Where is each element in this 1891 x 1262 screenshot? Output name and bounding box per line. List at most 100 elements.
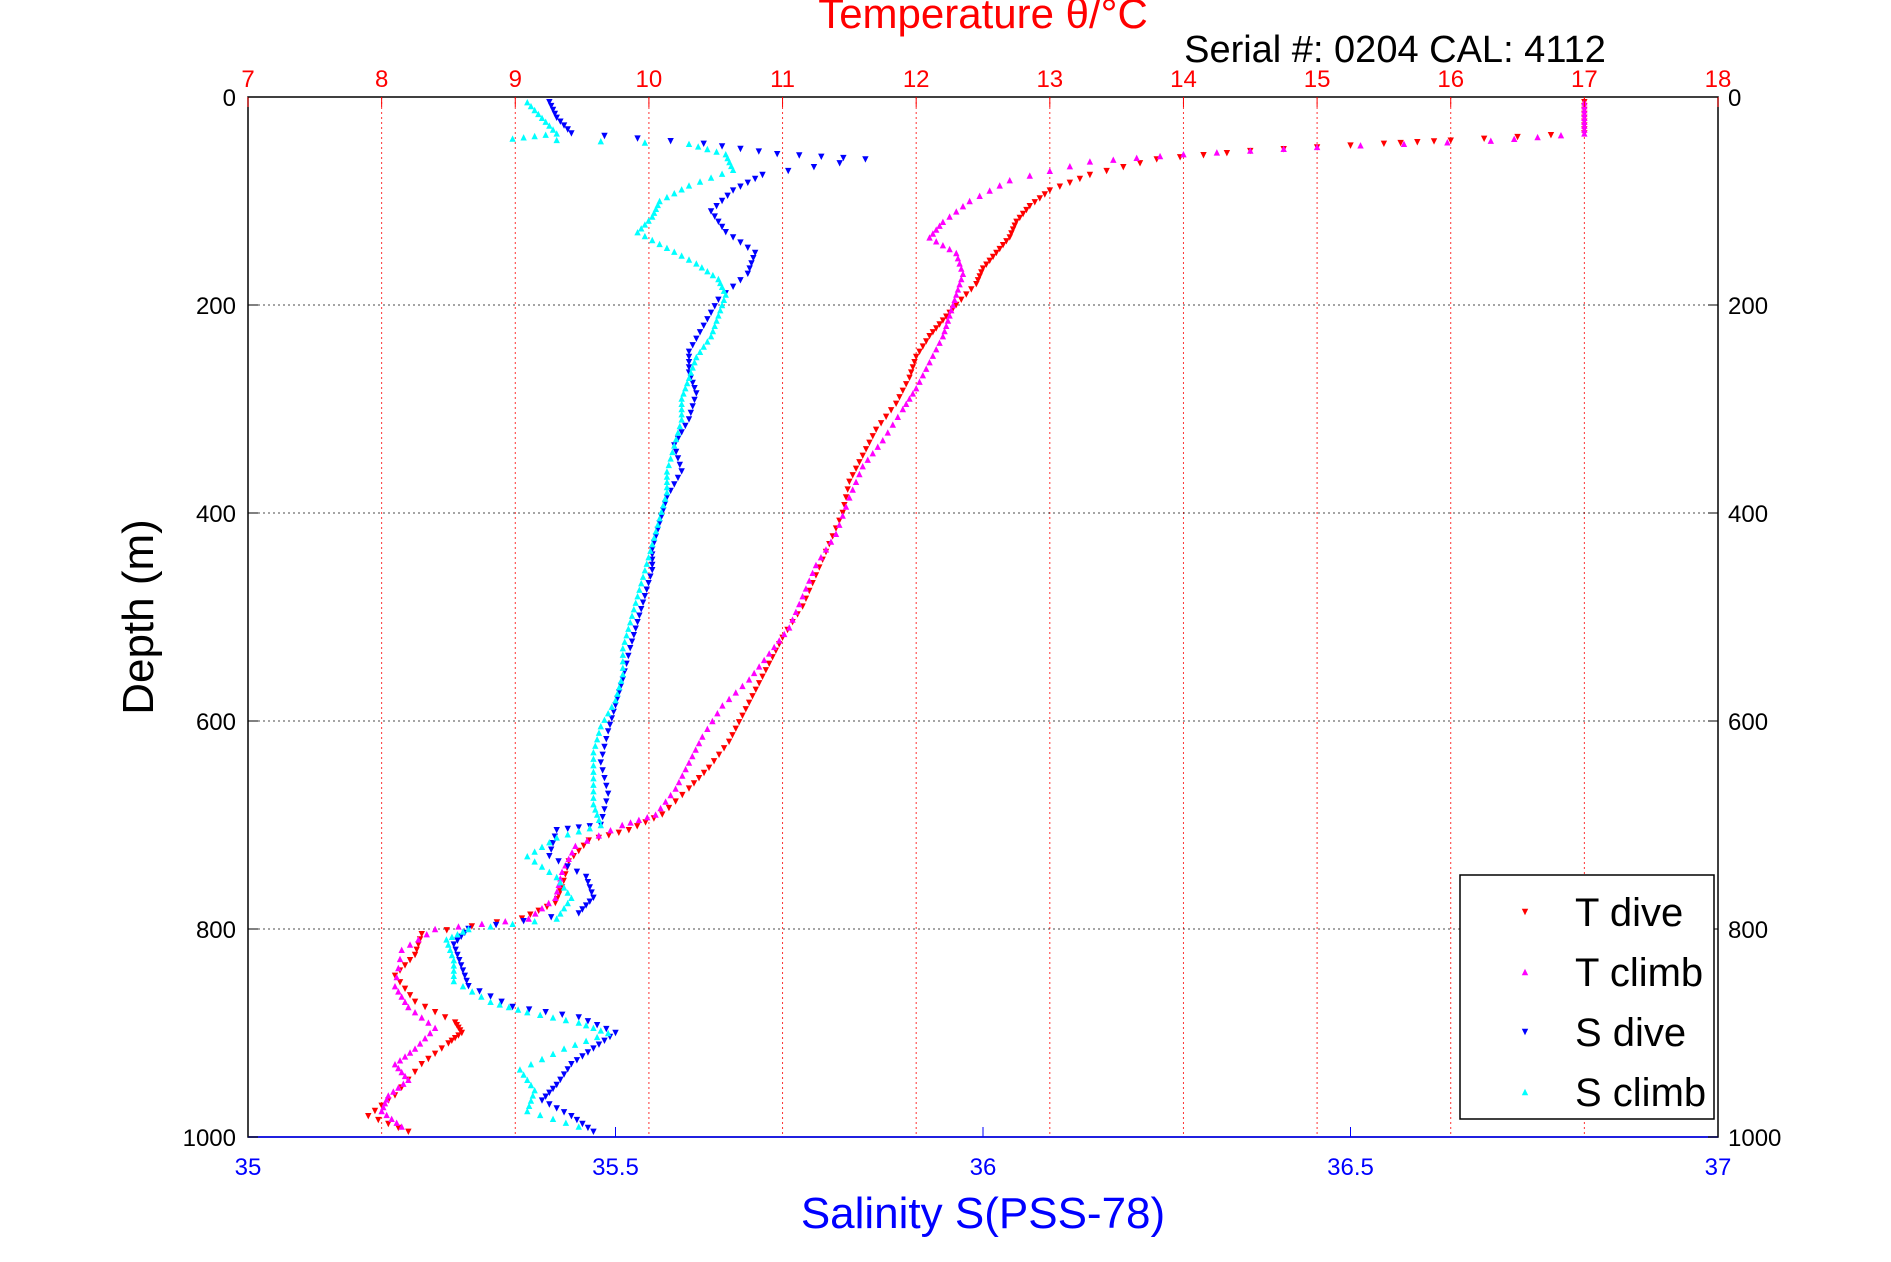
data-point [711, 303, 718, 310]
data-point [956, 260, 963, 267]
data-point [902, 381, 910, 388]
data-point [1511, 135, 1518, 143]
data-point [919, 343, 927, 350]
salinity-tick-label: 37 [1705, 1154, 1732, 1181]
data-point [527, 102, 535, 110]
data-point [1581, 110, 1588, 118]
data-point [608, 715, 616, 722]
data-point [989, 253, 997, 261]
data-point [615, 689, 623, 696]
data-point [949, 301, 957, 309]
data-point [844, 486, 851, 493]
data-point [597, 821, 604, 829]
data-point [649, 546, 656, 553]
data-point [939, 333, 947, 340]
data-point [582, 1022, 590, 1029]
data-point [617, 677, 625, 684]
data-point [406, 992, 414, 999]
data-point [562, 1016, 570, 1024]
data-point [604, 1029, 612, 1037]
data-point [649, 561, 656, 569]
data-point [1430, 138, 1438, 145]
data-point [524, 1009, 531, 1016]
data-point [649, 541, 656, 548]
data-point [560, 1071, 568, 1078]
data-point [421, 1035, 429, 1042]
data-point [729, 234, 737, 241]
data-point [671, 481, 678, 488]
data-point [951, 296, 958, 303]
data-point [672, 448, 680, 456]
data-point [796, 600, 803, 608]
data-point [663, 473, 671, 480]
temperature-tick-label: 8 [375, 66, 388, 93]
data-point [663, 494, 671, 501]
data-point [405, 1128, 412, 1135]
data-point [586, 898, 593, 905]
data-point [398, 1068, 405, 1076]
data-point [698, 264, 706, 271]
data-point [1514, 133, 1521, 141]
data-point [672, 785, 679, 792]
salinity-tick-label: 35.5 [592, 1154, 639, 1181]
data-point [842, 494, 850, 501]
data-point [792, 608, 800, 615]
data-point [527, 1081, 535, 1089]
data-point [604, 710, 612, 717]
data-point [529, 1092, 537, 1099]
depth-tick-label-left: 0 [223, 85, 236, 112]
data-point [953, 208, 960, 215]
data-point [575, 824, 582, 831]
data-point [671, 442, 678, 449]
data-point [398, 1123, 405, 1130]
data-point [696, 329, 704, 336]
data-point [531, 858, 538, 865]
data-point [678, 395, 685, 402]
data-point [694, 143, 702, 150]
data-point [658, 508, 665, 515]
data-point [595, 816, 603, 823]
data-point [1066, 162, 1074, 170]
data-point [603, 736, 610, 743]
data-point [595, 832, 602, 839]
data-point [817, 554, 825, 561]
data-point [634, 619, 641, 626]
data-point [628, 638, 636, 645]
data-point [580, 842, 587, 849]
data-point [919, 372, 927, 379]
data-point [665, 804, 673, 812]
data-point [564, 863, 571, 870]
data-point [647, 547, 654, 554]
data-point [683, 379, 691, 387]
data-point [396, 979, 404, 986]
data-point [689, 379, 696, 387]
data-point [946, 213, 953, 220]
data-point [438, 1045, 445, 1052]
data-point [415, 941, 422, 948]
salinity-tick-label: 36 [970, 1154, 997, 1181]
data-point [583, 837, 591, 844]
data-point [450, 941, 457, 948]
data-point [1011, 222, 1018, 229]
data-point [1086, 158, 1094, 165]
data-point [936, 222, 943, 229]
data-point [760, 656, 768, 664]
data-point [693, 335, 700, 342]
data-point [532, 910, 539, 917]
data-point [746, 265, 753, 272]
data-point [953, 291, 960, 298]
depth-tick-label-right: 1000 [1728, 1125, 1781, 1152]
data-point [564, 889, 571, 896]
data-point [406, 1049, 414, 1056]
data-point [546, 853, 553, 860]
data-point [573, 1057, 581, 1064]
data-point [1019, 210, 1027, 218]
data-point [1008, 230, 1015, 237]
data-point [641, 221, 649, 228]
data-point [641, 139, 649, 146]
data-point [649, 213, 656, 220]
data-point [939, 242, 947, 249]
data-point [592, 742, 599, 749]
data-point [676, 422, 684, 430]
data-point [685, 140, 693, 147]
